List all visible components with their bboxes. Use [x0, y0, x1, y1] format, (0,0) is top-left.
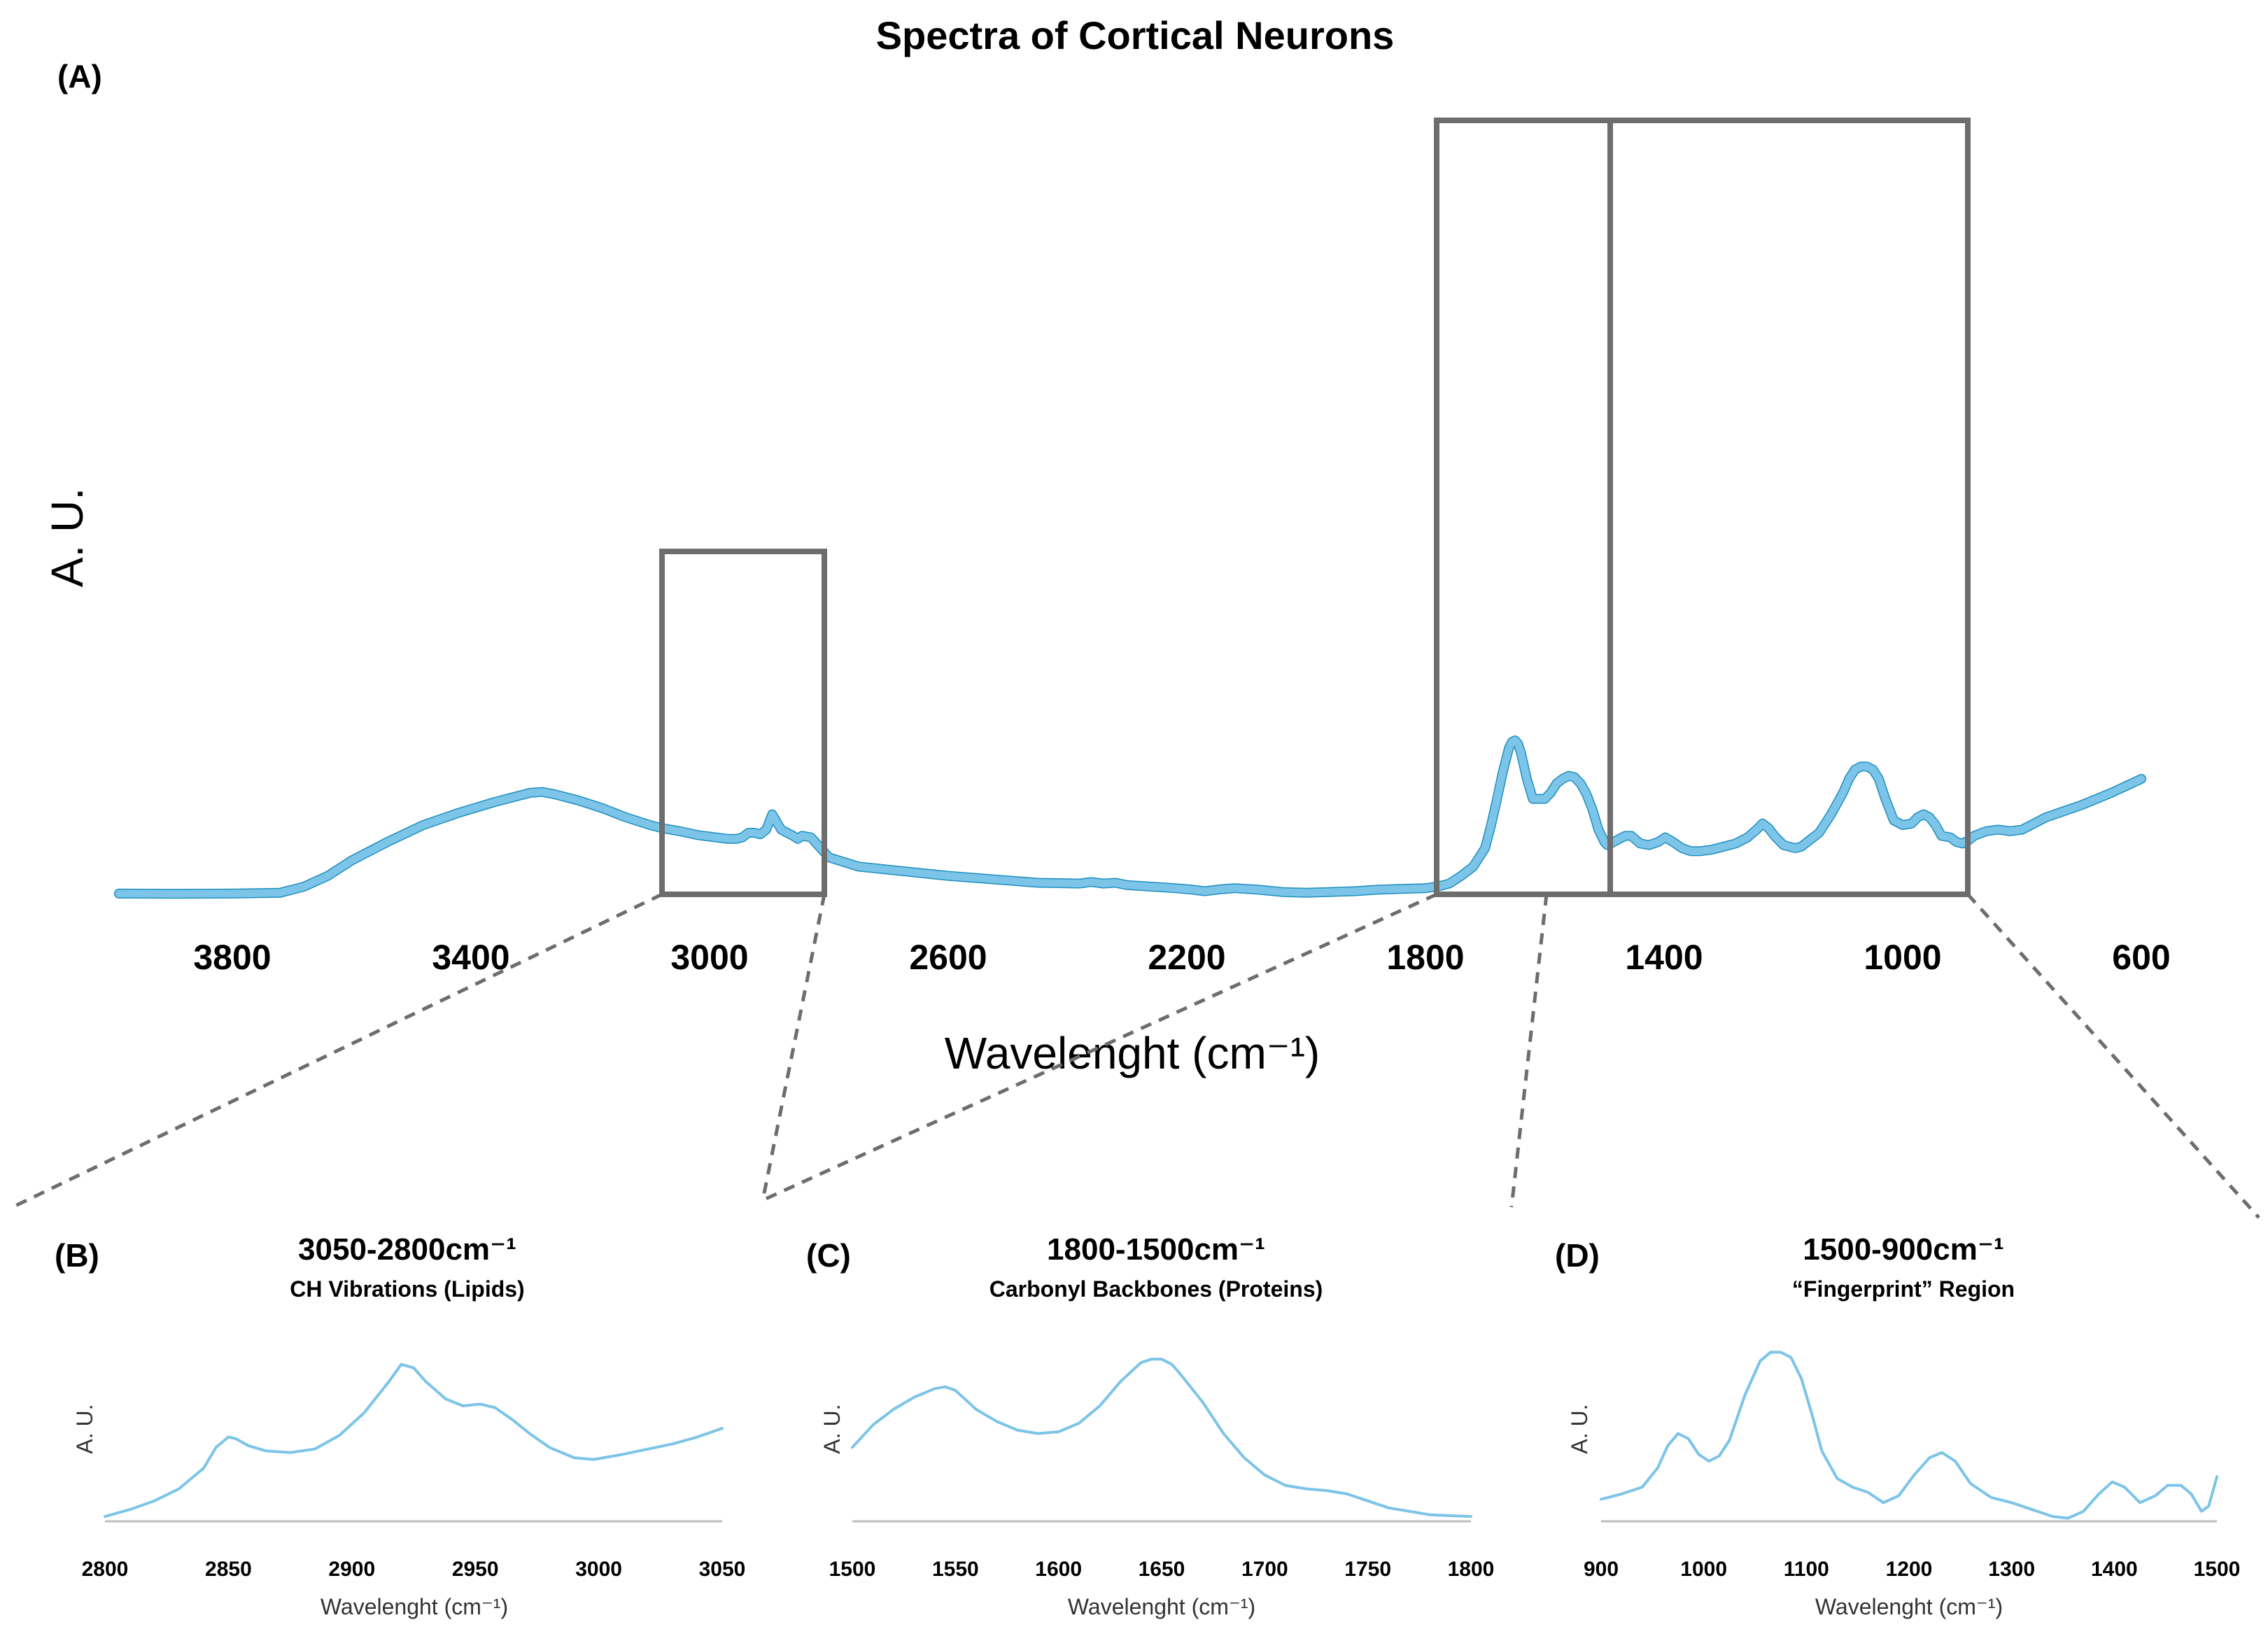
panel-d: (D) 1500-900cm⁻¹ “Fingerprint” Region A.… [1555, 1232, 2240, 1619]
panel-c-title: 1800-1500cm⁻¹ [1047, 1232, 1265, 1267]
x-tick-label: 1300 [1988, 1558, 2035, 1581]
x-tick-label: 1100 [1784, 1558, 1829, 1581]
series-line [1600, 1351, 2218, 1520]
panel-a-x-ticks: 3800 3400 3000 2600 2200 1800 1400 1000 600 [193, 938, 2170, 977]
connector-c-left [761, 892, 1438, 1202]
region-box-fingerprint [1607, 118, 1971, 897]
series-line [851, 1358, 1472, 1519]
x-tick-label: 1400 [2091, 1558, 2138, 1581]
x-tick-label: 2850 [205, 1558, 252, 1581]
panel-b-xlabel: Wavelenght (cm⁻¹) [321, 1594, 508, 1619]
x-tick-label: 1800 [1386, 938, 1464, 977]
panel-b-x-ticks: 2800 2850 2900 2950 3000 3050 [82, 1520, 746, 1581]
x-tick-label: 1650 [1139, 1558, 1185, 1581]
connector-d-right [1966, 893, 2260, 1219]
x-tick-label: 3000 [670, 938, 748, 977]
panel-b-subtitle: CH Vibrations (Lipids) [290, 1276, 524, 1302]
x-tick-label: 1600 [1035, 1558, 1082, 1581]
x-tick-label: 1000 [1680, 1558, 1727, 1581]
series-line [115, 736, 2146, 898]
panel-d-subtitle: “Fingerprint” Region [1792, 1276, 2015, 1302]
panel-a-ylabel: A. U. [42, 488, 92, 587]
x-tick-label: 2950 [452, 1558, 499, 1581]
x-tick-label: 1750 [1344, 1558, 1391, 1581]
connector-c-right [1509, 894, 1549, 1208]
panel-c-x-ticks: 1500 1550 1600 1650 1700 1750 1800 [829, 1520, 1495, 1581]
panel-d-title: 1500-900cm⁻¹ [1803, 1232, 2003, 1267]
x-tick-label: 3400 [432, 938, 509, 977]
panel-b-title: 3050-2800cm⁻¹ [298, 1232, 516, 1267]
x-tick-label: 2800 [82, 1558, 129, 1581]
series-line [104, 1362, 724, 1519]
panel-d-series [1600, 1351, 2218, 1520]
connector-b-right [761, 894, 826, 1201]
x-tick-label: 1000 [1864, 938, 1941, 977]
x-tick-label: 3050 [699, 1558, 746, 1581]
zoom-connectors [11, 892, 2260, 1219]
panel-c-series [851, 1358, 1472, 1519]
figure-title: Spectra of Cortical Neurons [876, 13, 1395, 57]
panel-c-ylabel: A. U. [819, 1404, 845, 1453]
x-tick-label: 1500 [829, 1558, 876, 1581]
region-boxes [659, 118, 1971, 897]
panel-c-subtitle: Carbonyl Backbones (Proteins) [989, 1276, 1323, 1302]
panel-a-series [114, 735, 2146, 899]
panel-b: (B) 3050-2800cm⁻¹ CH Vibrations (Lipids)… [55, 1232, 745, 1619]
x-tick-label: 1200 [1886, 1558, 1933, 1581]
x-tick-label: 1550 [932, 1558, 979, 1581]
x-tick-label: 1500 [2194, 1558, 2241, 1581]
panel-b-letter: (B) [55, 1237, 99, 1274]
region-box-ch-vibrations [659, 549, 827, 897]
series-line-outline [114, 735, 2146, 899]
panel-d-x-ticks: 900 1000 1100 1200 1300 1400 1500 [1584, 1520, 2241, 1581]
panel-c: (C) 1800-1500cm⁻¹ Carbonyl Backbones (Pr… [806, 1232, 1494, 1619]
x-tick-label: 1400 [1625, 938, 1703, 977]
panel-a-letter: (A) [57, 58, 102, 94]
panel-b-ylabel: A. U. [72, 1404, 97, 1453]
x-tick-label: 1800 [1448, 1558, 1495, 1581]
connector-b-left [11, 892, 663, 1209]
x-tick-label: 3000 [575, 1558, 622, 1581]
panel-d-ylabel: A. U. [1567, 1404, 1592, 1453]
panel-b-series [104, 1362, 724, 1519]
panel-c-letter: (C) [806, 1237, 851, 1274]
x-tick-label: 3800 [193, 938, 271, 977]
panel-a-xlabel: Wavelenght (cm⁻¹) [945, 1028, 1320, 1078]
x-tick-label: 2200 [1148, 938, 1225, 977]
x-tick-label: 1700 [1241, 1558, 1288, 1581]
panel-c-xlabel: Wavelenght (cm⁻¹) [1068, 1594, 1255, 1619]
x-tick-label: 900 [1584, 1558, 1619, 1581]
panel-d-letter: (D) [1555, 1237, 1600, 1274]
x-tick-label: 2900 [328, 1558, 375, 1581]
x-tick-label: 2600 [909, 938, 987, 977]
panel-d-xlabel: Wavelenght (cm⁻¹) [1815, 1594, 2003, 1619]
x-tick-label: 600 [2112, 938, 2170, 977]
